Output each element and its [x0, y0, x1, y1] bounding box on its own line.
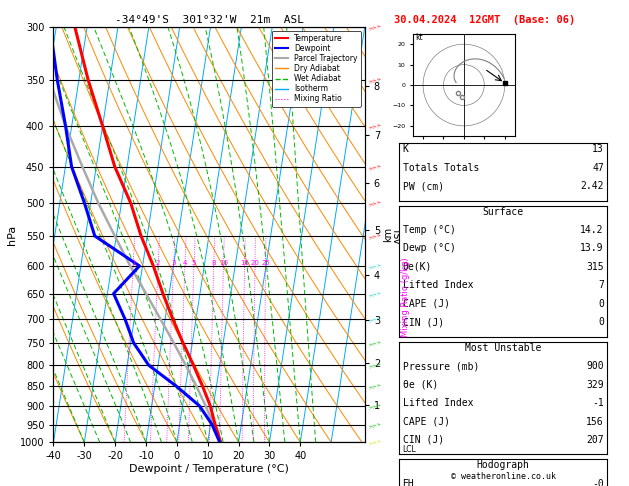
Text: Mixing Ratio (g/kg): Mixing Ratio (g/kg) [401, 257, 410, 337]
Text: PW (cm): PW (cm) [403, 181, 443, 191]
Text: 156: 156 [586, 417, 604, 427]
Text: LCL: LCL [403, 445, 416, 454]
Text: Pressure (mb): Pressure (mb) [403, 361, 479, 371]
Legend: Temperature, Dewpoint, Parcel Trajectory, Dry Adiabat, Wet Adiabat, Isotherm, Mi: Temperature, Dewpoint, Parcel Trajectory… [272, 31, 361, 106]
Text: >>>: >>> [368, 402, 382, 410]
Y-axis label: hPa: hPa [7, 225, 17, 244]
Text: 315: 315 [586, 262, 604, 272]
Text: 329: 329 [586, 380, 604, 390]
Text: 2: 2 [156, 260, 160, 266]
Text: 207: 207 [586, 435, 604, 445]
Text: θe(K): θe(K) [403, 262, 432, 272]
Text: 5: 5 [192, 260, 196, 266]
Text: EH: EH [403, 479, 415, 486]
Text: Surface: Surface [482, 207, 524, 217]
Text: >>>: >>> [368, 339, 382, 347]
Text: -0: -0 [592, 479, 604, 486]
Text: 0: 0 [598, 299, 604, 309]
Text: 13.9: 13.9 [581, 243, 604, 254]
Text: 16: 16 [240, 260, 249, 266]
Text: Dewp (°C): Dewp (°C) [403, 243, 455, 254]
Text: >>>: >>> [368, 361, 382, 369]
Text: CIN (J): CIN (J) [403, 317, 443, 328]
Text: CAPE (J): CAPE (J) [403, 417, 450, 427]
Text: 14.2: 14.2 [581, 225, 604, 235]
Text: Temp (°C): Temp (°C) [403, 225, 455, 235]
Text: 2.42: 2.42 [581, 181, 604, 191]
Text: 0: 0 [598, 317, 604, 328]
Text: CIN (J): CIN (J) [403, 435, 443, 445]
Text: 4: 4 [183, 260, 187, 266]
Text: © weatheronline.co.uk: © weatheronline.co.uk [451, 472, 555, 481]
Text: 13: 13 [592, 144, 604, 155]
Text: -1: -1 [592, 398, 604, 408]
X-axis label: Dewpoint / Temperature (°C): Dewpoint / Temperature (°C) [129, 464, 289, 474]
Text: Lifted Index: Lifted Index [403, 398, 473, 408]
Text: >>>: >>> [368, 420, 382, 429]
Text: 20: 20 [250, 260, 259, 266]
Text: 30.04.2024  12GMT  (Base: 06): 30.04.2024 12GMT (Base: 06) [394, 15, 575, 25]
Text: 3: 3 [171, 260, 176, 266]
Text: Lifted Index: Lifted Index [403, 280, 473, 291]
Text: Totals Totals: Totals Totals [403, 163, 479, 173]
Text: CAPE (J): CAPE (J) [403, 299, 450, 309]
Text: 47: 47 [592, 163, 604, 173]
Text: >>>: >>> [368, 76, 382, 84]
Y-axis label: km
ASL: km ASL [383, 226, 404, 243]
Text: >>>: >>> [368, 315, 382, 323]
Text: >>>: >>> [368, 262, 382, 270]
Text: >>>: >>> [368, 199, 382, 207]
Text: >>>: >>> [368, 122, 382, 130]
Text: >>>: >>> [368, 22, 382, 31]
Text: Hodograph: Hodograph [477, 460, 530, 470]
Text: 1: 1 [131, 260, 135, 266]
Text: kt: kt [415, 33, 423, 42]
Text: 7: 7 [598, 280, 604, 291]
Text: 8: 8 [211, 260, 216, 266]
Text: >>>: >>> [368, 382, 382, 390]
Text: 25: 25 [261, 260, 270, 266]
Text: >>>: >>> [368, 232, 382, 240]
Text: 900: 900 [586, 361, 604, 371]
Text: >>>: >>> [368, 162, 382, 171]
Text: 10: 10 [219, 260, 228, 266]
Text: >>>: >>> [368, 289, 382, 298]
Text: K: K [403, 144, 408, 155]
Text: >>>: >>> [368, 438, 382, 447]
Text: Most Unstable: Most Unstable [465, 343, 542, 353]
Title: -34°49'S  301°32'W  21m  ASL: -34°49'S 301°32'W 21m ASL [114, 15, 304, 25]
Text: θe (K): θe (K) [403, 380, 438, 390]
